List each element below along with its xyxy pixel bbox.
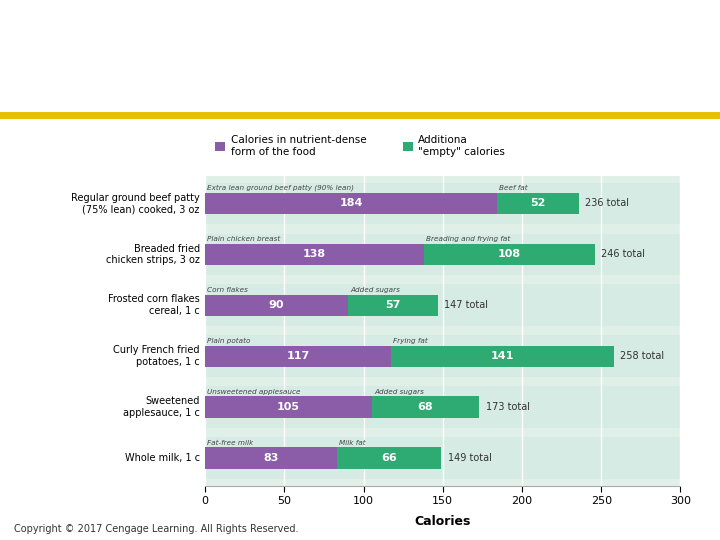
Text: Copyright © 2017 Cengage Learning. All Rights Reserved.: Copyright © 2017 Cengage Learning. All R…: [14, 523, 299, 534]
Bar: [424, 244, 595, 265]
Text: Plain potato: Plain potato: [207, 338, 250, 344]
Bar: [205, 244, 424, 265]
Text: 68: 68: [418, 402, 433, 412]
Bar: [390, 346, 614, 367]
Text: Corn flakes: Corn flakes: [207, 287, 248, 293]
Bar: [205, 346, 390, 367]
Text: Beef fat: Beef fat: [499, 185, 528, 191]
Text: 147 total: 147 total: [444, 300, 488, 310]
Text: 66: 66: [381, 453, 397, 463]
Text: 52: 52: [530, 199, 546, 208]
Text: 258 total: 258 total: [620, 351, 665, 361]
Text: Extra lean ground beef patty (90% lean): Extra lean ground beef patty (90% lean): [207, 185, 354, 191]
Text: 184: 184: [339, 199, 363, 208]
Text: 83: 83: [264, 453, 279, 463]
Bar: [205, 295, 348, 316]
Text: Frying fat: Frying fat: [393, 338, 428, 344]
Bar: [205, 386, 680, 428]
Text: 90: 90: [269, 300, 284, 310]
Text: 117: 117: [287, 351, 310, 361]
Text: 246 total: 246 total: [601, 249, 645, 259]
Bar: [337, 447, 441, 469]
Text: Unsweetened applesauce: Unsweetened applesauce: [207, 389, 300, 395]
Text: 108: 108: [498, 249, 521, 259]
Bar: [205, 193, 497, 214]
Text: Fat-free milk: Fat-free milk: [207, 440, 253, 446]
Text: 138: 138: [303, 249, 326, 259]
Bar: [205, 437, 680, 479]
Text: 173 total: 173 total: [485, 402, 530, 412]
Text: Added sugars: Added sugars: [374, 389, 424, 395]
Bar: [205, 396, 372, 418]
Text: How Solid Fats and Added Sugars Add: How Solid Fats and Added Sugars Add: [46, 24, 674, 52]
Bar: [372, 396, 480, 418]
Text: 57: 57: [385, 300, 400, 310]
Text: Calories to Nutrient-Dense Foods: Calories to Nutrient-Dense Foods: [87, 71, 633, 99]
Bar: [205, 285, 680, 326]
Bar: [497, 193, 579, 214]
Text: 141: 141: [490, 351, 514, 361]
X-axis label: Calories: Calories: [415, 515, 471, 528]
Bar: [205, 335, 680, 377]
Text: Plain chicken breast: Plain chicken breast: [207, 236, 280, 242]
Text: Breading and frying fat: Breading and frying fat: [426, 236, 510, 242]
Text: Added sugars: Added sugars: [350, 287, 400, 293]
Text: 149 total: 149 total: [448, 453, 492, 463]
Text: 105: 105: [277, 402, 300, 412]
Text: 236 total: 236 total: [585, 199, 629, 208]
Legend: Calories in nutrient-dense
form of the food, Additiona
"empty" calories: Calories in nutrient-dense form of the f…: [211, 131, 509, 161]
Bar: [205, 233, 680, 275]
Bar: [205, 447, 337, 469]
Text: Milk fat: Milk fat: [339, 440, 366, 446]
Bar: [348, 295, 438, 316]
Bar: [205, 183, 680, 224]
